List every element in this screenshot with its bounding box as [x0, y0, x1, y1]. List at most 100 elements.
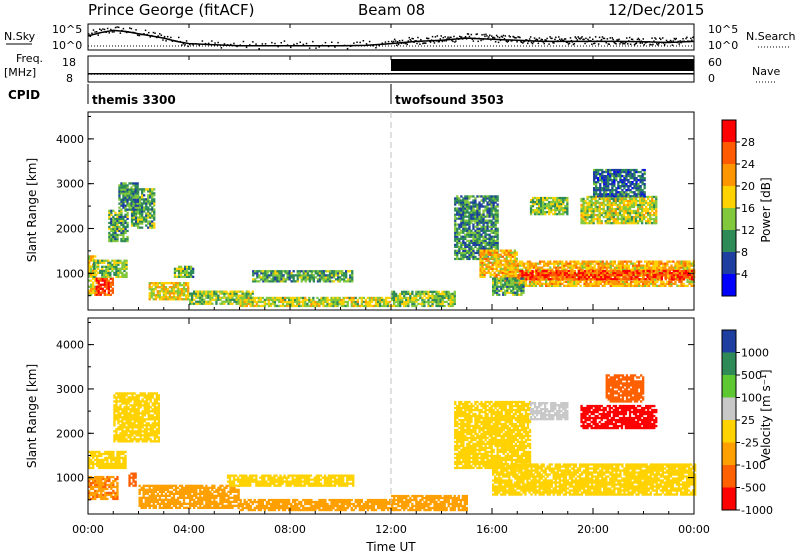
nsky-point	[148, 31, 150, 34]
heatmap-cell	[682, 282, 685, 285]
heatmap-cell	[654, 282, 657, 285]
heatmap-cell	[160, 284, 163, 287]
heatmap-cell	[625, 276, 629, 279]
heatmap-cell	[431, 292, 434, 296]
heatmap-cell	[484, 239, 487, 242]
heatmap-cell	[318, 304, 321, 308]
heatmap-cell	[139, 202, 142, 205]
heatmap-cell	[511, 253, 514, 256]
heatmap-cell	[237, 290, 240, 293]
heatmap-cell	[658, 276, 661, 279]
heatmap-cell	[409, 292, 412, 296]
heatmap-cell	[569, 282, 572, 285]
heatmap-cell	[366, 296, 370, 300]
heatmap-cell	[493, 255, 496, 258]
heatmap-cell	[557, 278, 560, 281]
heatmap-cell	[540, 200, 543, 204]
heatmap-cell	[588, 222, 591, 225]
heatmap-cell	[326, 304, 329, 308]
heatmap-cell	[187, 294, 190, 297]
heatmap-cell	[399, 300, 402, 304]
heatmap-cell	[105, 273, 108, 276]
heatmap-cell	[101, 273, 104, 276]
heatmap-cell	[674, 269, 678, 273]
heatmap-cell	[660, 276, 663, 279]
heatmap-cell	[504, 291, 507, 294]
heatmap-cell	[652, 264, 655, 267]
heatmap-cell	[510, 268, 513, 271]
heatmap-cell	[466, 245, 469, 248]
heatmap-cell	[610, 222, 613, 225]
heatmap-cell	[90, 279, 93, 282]
heatmap-cell	[596, 215, 599, 219]
heatmap-cell	[482, 213, 485, 216]
heatmap-cell	[278, 270, 281, 273]
heatmap-cell	[431, 302, 434, 306]
nsky-point	[532, 41, 535, 43]
heatmap-cell	[642, 268, 645, 271]
heatmap-cell	[219, 296, 222, 299]
heatmap-cell	[487, 263, 490, 266]
heatmap-cell	[485, 259, 488, 262]
heatmap-cell	[176, 282, 180, 285]
heatmap-cell	[99, 279, 102, 282]
heatmap-cell	[476, 217, 479, 220]
heatmap-cell	[135, 214, 138, 217]
heatmap-cell	[637, 282, 641, 285]
heatmap-cell	[310, 302, 313, 306]
heatmap-cell	[120, 198, 123, 201]
heatmap-cell	[514, 268, 517, 271]
heatmap-cell	[115, 275, 118, 278]
heatmap-cell	[99, 261, 102, 264]
heatmap-cell	[458, 251, 461, 255]
heatmap-cell	[118, 221, 121, 225]
nave-block	[391, 59, 694, 71]
heatmap-cell	[499, 255, 502, 258]
heatmap-cell	[490, 211, 493, 214]
heatmap-cell	[688, 269, 692, 273]
heatmap-cell	[235, 298, 238, 301]
heatmap-cell	[495, 273, 498, 276]
heatmap-cell	[103, 283, 106, 286]
heatmap-cell	[474, 205, 477, 208]
heatmap-cell	[168, 298, 172, 301]
heatmap-cell	[558, 196, 561, 200]
nsky-point	[628, 36, 631, 39]
heatmap-cell	[656, 266, 659, 269]
heatmap-cell	[608, 276, 611, 279]
heatmap-cell	[538, 211, 541, 214]
heatmap-cell	[522, 285, 525, 288]
heatmap-cell	[472, 219, 475, 222]
heatmap-cell	[479, 249, 482, 252]
heatmap-cell	[489, 271, 492, 274]
nsky-point	[543, 42, 545, 45]
heatmap-cell	[253, 304, 256, 308]
heatmap-cell	[470, 231, 473, 234]
heatmap-cell	[614, 220, 617, 223]
heatmap-cell	[492, 201, 495, 204]
heatmap-cell	[118, 209, 121, 212]
nsky-point	[642, 38, 644, 40]
heatmap-cell	[298, 276, 301, 279]
nsky-point	[507, 40, 509, 42]
heatmap-cell	[114, 229, 117, 233]
heatmap-cell	[476, 229, 479, 232]
heatmap-cell	[549, 284, 552, 287]
heatmap-cell	[666, 268, 669, 271]
heatmap-cell	[536, 266, 540, 269]
heatmap-cell	[197, 302, 200, 305]
heatmap-cell	[621, 282, 625, 285]
heatmap-cell	[419, 292, 422, 296]
heatmap-cell	[320, 272, 324, 275]
heatmap-cell	[508, 274, 511, 277]
heatmap-cell	[439, 298, 442, 302]
heatmap-cell	[564, 196, 567, 200]
heatmap-cell	[294, 304, 297, 308]
heatmap-cell	[112, 225, 115, 229]
nsky-point	[436, 35, 439, 37]
heatmap-cell	[571, 270, 574, 273]
heatmap-cell	[141, 194, 144, 197]
heatmap-cell	[545, 268, 548, 271]
heatmap-cell	[509, 249, 512, 252]
heatmap-cell	[616, 213, 619, 217]
